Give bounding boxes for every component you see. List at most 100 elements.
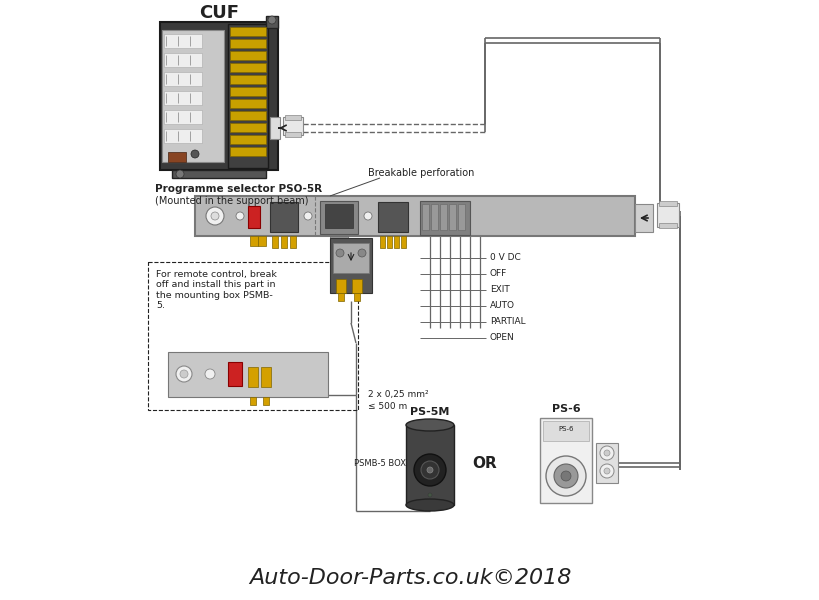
Bar xyxy=(164,91,201,105)
Bar xyxy=(247,367,258,387)
Circle shape xyxy=(236,212,244,220)
Bar xyxy=(229,111,265,120)
Bar xyxy=(329,238,372,293)
Circle shape xyxy=(336,249,344,257)
Bar xyxy=(164,72,201,86)
Bar xyxy=(229,39,265,48)
Text: Breakable perforation: Breakable perforation xyxy=(368,168,474,178)
Ellipse shape xyxy=(405,419,454,431)
Text: 0 V DC: 0 V DC xyxy=(490,253,520,263)
Bar xyxy=(658,223,676,228)
Bar xyxy=(658,201,676,206)
Text: PS-6: PS-6 xyxy=(551,404,580,414)
Bar xyxy=(285,115,301,120)
Text: PS-5M: PS-5M xyxy=(410,407,449,417)
Bar xyxy=(229,63,265,72)
Bar xyxy=(393,236,399,248)
Text: ≤ 500 m: ≤ 500 m xyxy=(368,402,407,411)
Bar xyxy=(337,293,344,301)
Bar xyxy=(250,397,256,405)
Bar xyxy=(440,204,446,230)
Circle shape xyxy=(545,456,586,496)
Bar xyxy=(431,204,437,230)
Circle shape xyxy=(600,464,613,478)
Circle shape xyxy=(428,493,432,497)
Text: PARTIAL: PARTIAL xyxy=(490,317,525,326)
Bar xyxy=(387,236,391,248)
Bar xyxy=(265,16,278,28)
Bar xyxy=(228,362,242,386)
Bar xyxy=(260,367,270,387)
Bar xyxy=(263,397,269,405)
Bar xyxy=(247,206,260,228)
Circle shape xyxy=(180,370,188,378)
Bar xyxy=(422,204,428,230)
Bar xyxy=(269,202,297,232)
Bar xyxy=(168,152,186,162)
Circle shape xyxy=(358,249,365,257)
Circle shape xyxy=(364,212,372,220)
Bar xyxy=(379,236,385,248)
Text: OFF: OFF xyxy=(490,269,507,278)
Bar xyxy=(405,425,454,505)
Bar xyxy=(250,236,258,246)
Text: Programme selector PSO-5R: Programme selector PSO-5R xyxy=(155,184,322,194)
Circle shape xyxy=(206,207,224,225)
Text: CUF: CUF xyxy=(199,4,238,22)
Bar xyxy=(164,129,201,143)
Circle shape xyxy=(210,212,219,220)
Bar xyxy=(229,51,265,60)
Bar xyxy=(333,243,369,273)
Text: EXIT: EXIT xyxy=(490,286,509,295)
Bar xyxy=(229,147,265,156)
Circle shape xyxy=(268,16,276,24)
Bar xyxy=(595,443,618,483)
Bar xyxy=(458,204,464,230)
Text: PSMB-5 BOX: PSMB-5 BOX xyxy=(354,458,405,467)
Circle shape xyxy=(600,446,613,460)
Text: AUTO: AUTO xyxy=(490,301,514,311)
Text: For remote control, break
off and install this part in
the mounting box PSMB-
5.: For remote control, break off and instal… xyxy=(156,270,277,310)
Circle shape xyxy=(604,450,609,456)
Circle shape xyxy=(176,170,183,178)
Circle shape xyxy=(554,464,577,488)
Text: OPEN: OPEN xyxy=(490,334,514,343)
Bar xyxy=(290,236,296,248)
Bar xyxy=(229,87,265,96)
Bar xyxy=(229,27,265,36)
Circle shape xyxy=(604,468,609,474)
Bar xyxy=(634,204,652,232)
Bar xyxy=(162,30,224,162)
Bar xyxy=(329,236,347,244)
Bar xyxy=(283,117,303,135)
Bar xyxy=(324,204,352,228)
Bar xyxy=(419,201,469,235)
Bar xyxy=(281,236,287,248)
Bar xyxy=(336,279,346,293)
Bar xyxy=(656,203,678,227)
Text: 2 x 0,25 mm²: 2 x 0,25 mm² xyxy=(368,390,428,399)
Text: Auto-Door-Parts.co.uk©2018: Auto-Door-Parts.co.uk©2018 xyxy=(248,568,571,588)
Bar xyxy=(258,236,265,246)
Bar xyxy=(354,293,360,301)
Bar xyxy=(272,236,278,248)
Circle shape xyxy=(420,461,438,479)
Bar xyxy=(319,201,358,234)
Bar xyxy=(400,236,405,248)
Text: OR: OR xyxy=(472,455,496,470)
Bar xyxy=(285,132,301,137)
Bar xyxy=(147,262,358,410)
Circle shape xyxy=(560,471,570,481)
Circle shape xyxy=(191,150,199,158)
Bar xyxy=(164,53,201,67)
Ellipse shape xyxy=(405,499,454,511)
Bar xyxy=(168,352,328,397)
Circle shape xyxy=(205,369,215,379)
Bar xyxy=(164,110,201,124)
Circle shape xyxy=(414,454,446,486)
Text: (Mounted in the support beam): (Mounted in the support beam) xyxy=(155,196,308,206)
Circle shape xyxy=(304,212,311,220)
Bar xyxy=(229,99,265,108)
Text: PS-6: PS-6 xyxy=(558,426,573,432)
Bar xyxy=(378,202,408,232)
